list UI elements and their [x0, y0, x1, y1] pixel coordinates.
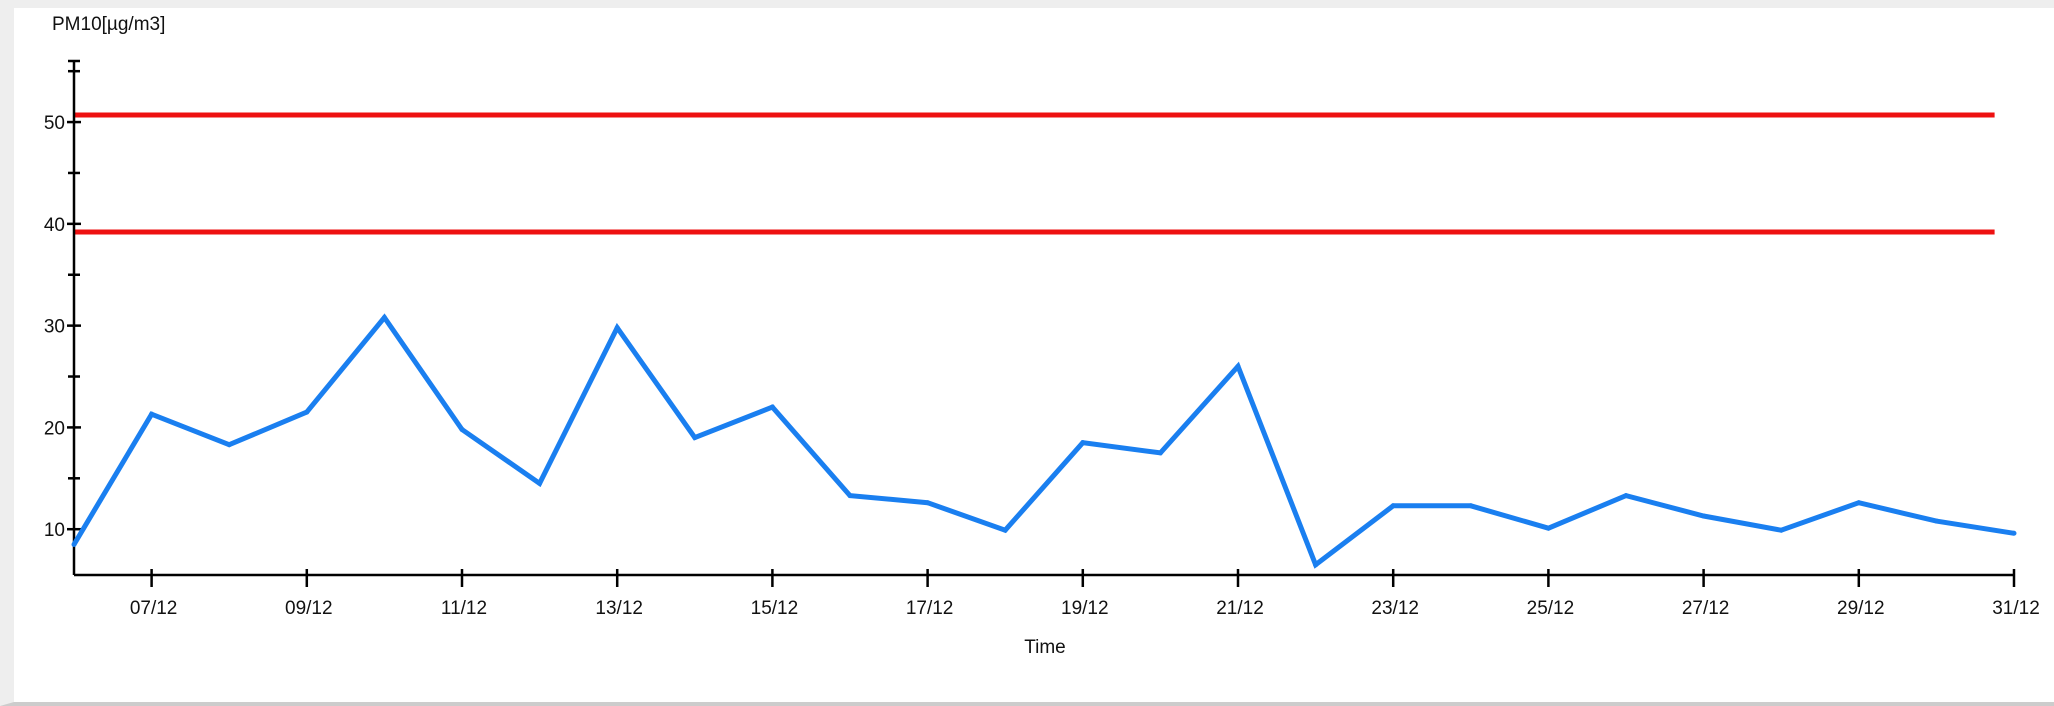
data-point-9 [304, 409, 310, 415]
x-tick-label-21/12: 21/12 [1216, 598, 1264, 619]
data-point-13 [614, 325, 620, 331]
data-point-12 [537, 480, 543, 486]
x-tick-label-13/12: 13/12 [595, 598, 643, 619]
data-point-8 [226, 442, 232, 448]
x-axis-ticks: 07/12 09/12 11/12 13/12 15/12 17/12 19/12 21/12… [130, 569, 2040, 619]
x-tick-label-27/12: 27/12 [1682, 598, 1730, 619]
data-point-6 [71, 541, 77, 547]
data-point-27 [1701, 513, 1707, 519]
data-point-17 [925, 500, 931, 506]
data-point-20 [1157, 450, 1163, 456]
data-point-25 [1545, 525, 1551, 531]
y-tick-label-20: 20 [44, 418, 65, 439]
y-tick-label-40: 40 [44, 215, 65, 236]
x-tick-label-15/12: 15/12 [751, 598, 799, 619]
y-axis-title: PM10[µg/m3] [52, 14, 165, 35]
data-point-29 [1856, 500, 1862, 506]
series-line-1 [71, 313, 2015, 569]
reference-lines [74, 112, 1995, 235]
data-point-31 [2011, 530, 2017, 536]
data-point-14 [692, 435, 698, 441]
x-tick-label-31/12: 31/12 [1992, 598, 2040, 619]
y-tick-label-50: 50 [44, 113, 65, 134]
data-point-18 [1002, 527, 1008, 533]
data-point-24 [1468, 503, 1474, 509]
data-point-26 [1623, 493, 1629, 499]
data-point-28 [1778, 527, 1784, 533]
y-tick-label-10: 10 [44, 520, 65, 541]
data-point-10 [381, 314, 387, 320]
x-tick-label-19/12: 19/12 [1061, 598, 1109, 619]
data-point-30 [1933, 518, 1939, 524]
data-point-11 [459, 426, 465, 432]
x-tick-label-23/12: 23/12 [1371, 598, 1419, 619]
axes [72, 61, 2014, 577]
data-point-23 [1390, 503, 1396, 509]
y-tick-label-30: 30 [44, 317, 65, 338]
series-group [71, 313, 2017, 569]
data-point-16 [847, 493, 853, 499]
x-axis-title: Time [1024, 637, 1066, 658]
x-tick-label-07/12: 07/12 [130, 598, 178, 619]
data-point-19 [1080, 440, 1086, 446]
x-tick-label-09/12: 09/12 [285, 598, 333, 619]
data-point-7 [149, 411, 155, 417]
data-point-15 [769, 404, 775, 410]
data-point-22 [1313, 562, 1319, 568]
x-tick-label-29/12: 29/12 [1837, 598, 1885, 619]
x-tick-label-25/12: 25/12 [1527, 598, 1575, 619]
x-tick-label-11/12: 11/12 [441, 598, 487, 619]
data-point-21 [1235, 363, 1241, 369]
x-tick-label-17/12: 17/12 [906, 598, 954, 619]
y-axis-ticks: 10 20 30 40 50 [44, 59, 81, 541]
